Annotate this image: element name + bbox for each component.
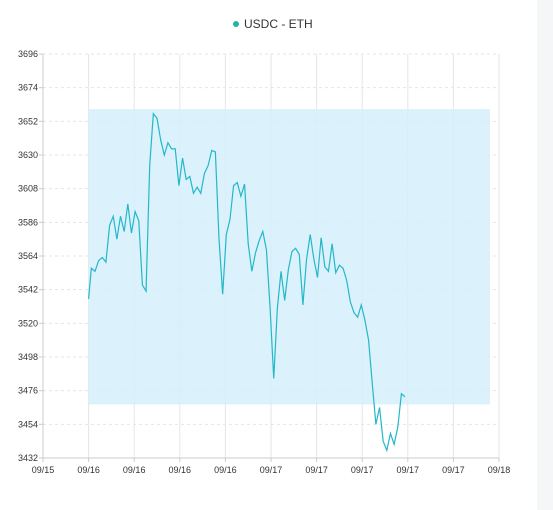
x-tick-label: 09/16 [214, 465, 237, 475]
x-tick-label: 09/17 [351, 465, 374, 475]
y-axis-ticks: 3696 3674 3652 3630 3608 3586 3564 3542 3520 3498… [18, 49, 43, 463]
y-tick-label: 3608 [18, 184, 38, 194]
x-tick-label: 09/15 [32, 465, 55, 475]
y-tick-label: 3542 [18, 285, 38, 295]
y-tick-label: 3476 [18, 386, 38, 396]
legend-label: USDC - ETH [244, 17, 313, 31]
x-tick-label: 09/16 [123, 465, 146, 475]
right-edge-panel [537, 0, 553, 510]
y-tick-label: 3630 [18, 150, 38, 160]
y-tick-label: 3564 [18, 251, 38, 261]
legend[interactable]: USDC - ETH [233, 17, 313, 31]
x-tick-label: 09/17 [260, 465, 283, 475]
x-tick-label: 09/17 [442, 465, 465, 475]
highlight-band [88, 109, 490, 405]
x-tick-label: 09/17 [305, 465, 328, 475]
x-tick-label: 09/16 [169, 465, 192, 475]
y-tick-label: 3674 [18, 83, 38, 93]
x-tick-label: 09/17 [397, 465, 420, 475]
series-line-usdc-eth [88, 112, 406, 453]
y-tick-label: 3498 [18, 352, 38, 362]
y-tick-label: 3696 [18, 49, 38, 59]
x-tick-label: 09/18 [488, 465, 511, 475]
y-tick-label: 3432 [18, 453, 38, 463]
y-tick-label: 3454 [18, 419, 38, 429]
legend-marker [233, 21, 239, 27]
y-tick-label: 3586 [18, 217, 38, 227]
y-tick-label: 3520 [18, 318, 38, 328]
y-tick-label: 3652 [18, 116, 38, 126]
x-axis-ticks: 09/15 09/16 09/16 09/16 09/16 09/17 09/17 09/17… [32, 458, 511, 475]
x-tick-label: 09/16 [77, 465, 100, 475]
